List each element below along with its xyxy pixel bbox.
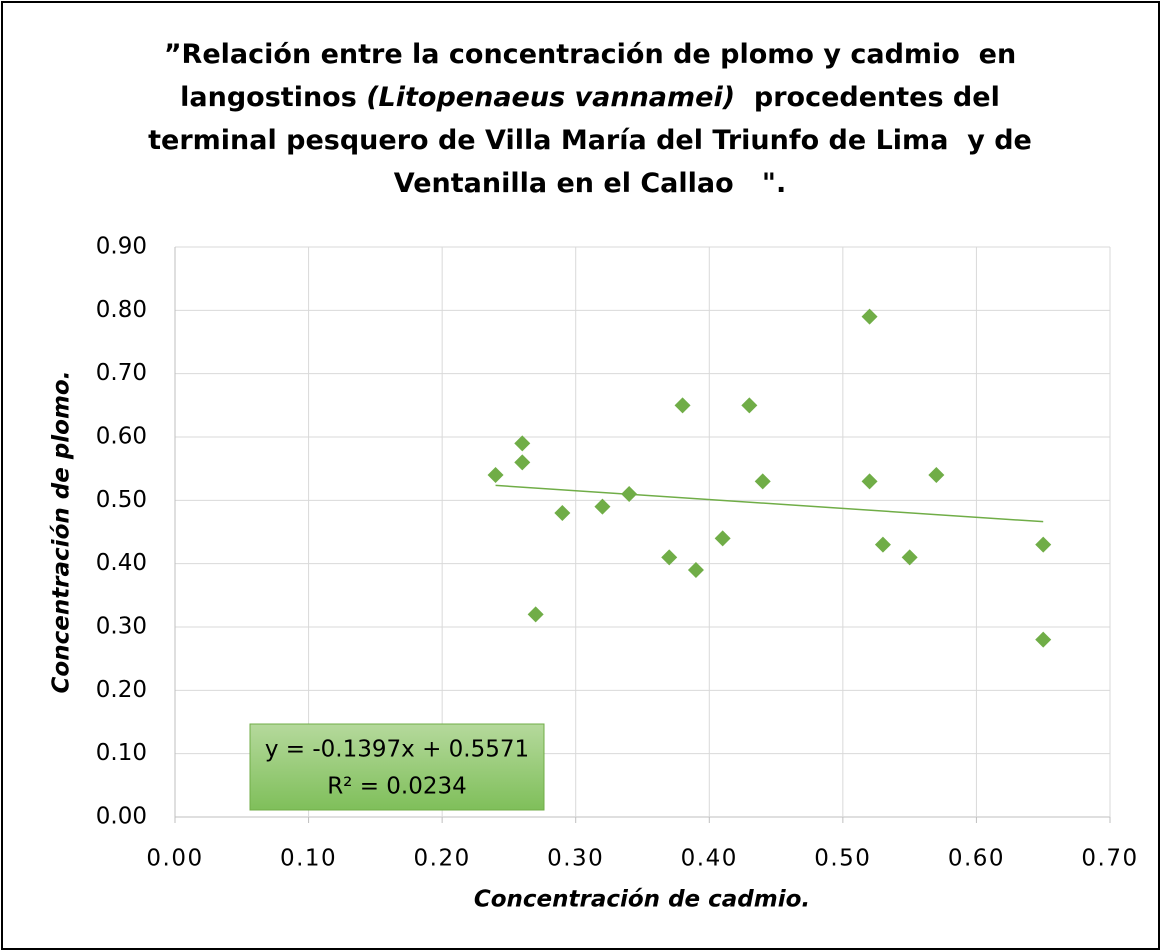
point <box>594 498 611 515</box>
point <box>861 473 878 490</box>
x-tick-label: 0.20 <box>414 846 471 872</box>
trend-equation: y = -0.1397x + 0.5571 <box>265 737 529 763</box>
y-tick-label: 0.50 <box>96 487 147 513</box>
y-tick-label: 0.20 <box>96 677 147 703</box>
point <box>527 606 544 623</box>
y-tick-label: 0.10 <box>96 740 147 766</box>
marks <box>487 308 1052 648</box>
point <box>714 530 731 547</box>
x-tick-label: 0.50 <box>814 846 871 872</box>
point <box>514 454 531 471</box>
point <box>901 549 918 566</box>
point <box>487 467 504 483</box>
point <box>621 486 638 502</box>
title-segment: procedentes del <box>735 82 1000 113</box>
title-segment: ”Relación entre la concentración de plom… <box>164 39 1016 70</box>
title-segment: (Litopenaeus vannamei) <box>366 82 735 113</box>
title-segment: Ventanilla en el Callao ". <box>394 168 786 199</box>
x-axis-label: Concentración de cadmio. <box>474 887 810 913</box>
x-tick-label: 0.00 <box>146 846 203 872</box>
trend-r2: R² = 0.0234 <box>327 774 467 800</box>
y-tick-label: 0.60 <box>96 424 147 450</box>
x-tick-label: 0.70 <box>1081 846 1138 872</box>
y-tick-label: 0.80 <box>96 297 147 323</box>
point <box>741 397 758 414</box>
y-tick-label: 0.00 <box>96 804 147 830</box>
y-tick-label: 0.30 <box>96 614 147 640</box>
y-tick-label: 0.40 <box>96 550 147 576</box>
point <box>554 505 571 521</box>
title-segment: langostinos <box>180 82 366 113</box>
equation-box <box>249 723 545 811</box>
title-segment: terminal pesquero de Villa María del Tri… <box>148 125 1032 156</box>
point <box>661 549 678 566</box>
point <box>687 562 704 578</box>
point <box>1035 536 1052 553</box>
y-tick-label: 0.90 <box>96 234 147 260</box>
point <box>754 473 771 490</box>
point <box>861 308 878 325</box>
point <box>874 536 891 553</box>
x-tick-label: 0.30 <box>547 846 604 872</box>
point <box>1035 631 1052 648</box>
x-tick-label: 0.10 <box>280 846 337 872</box>
point <box>514 435 531 452</box>
point <box>674 397 691 414</box>
x-tick-label: 0.60 <box>948 846 1005 872</box>
grid <box>174 246 1111 823</box>
chart-title: ”Relación entre la concentración de plom… <box>148 39 1032 199</box>
y-tick-label: 0.70 <box>96 360 147 386</box>
point <box>928 467 945 483</box>
trendline <box>495 484 1044 523</box>
y-axis-label: Concentración de plomo. <box>49 371 75 694</box>
x-tick-label: 0.40 <box>681 846 738 872</box>
